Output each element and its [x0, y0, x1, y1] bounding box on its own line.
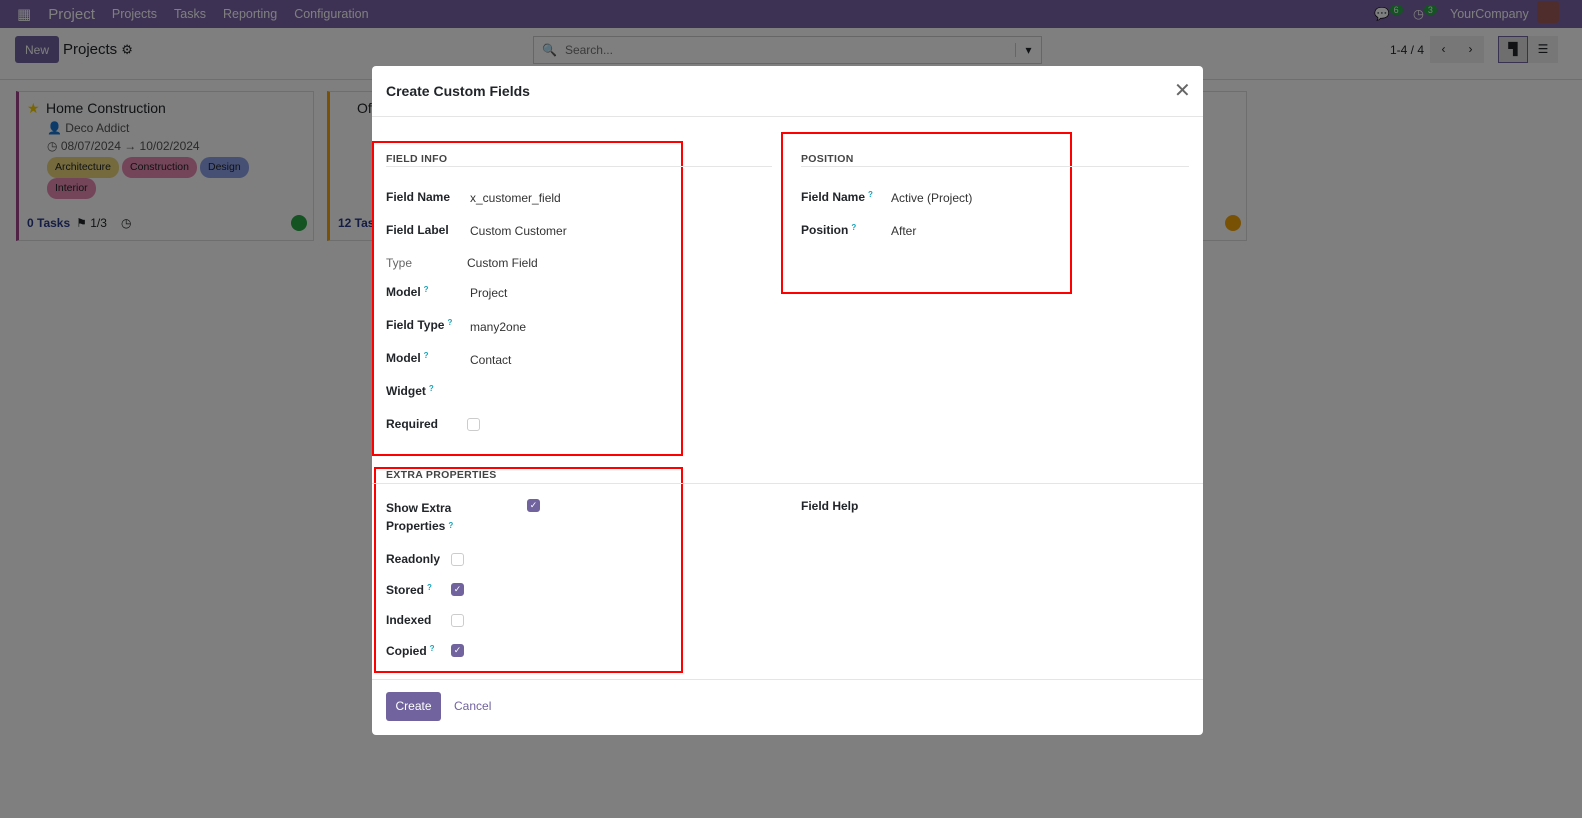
highlight-box [372, 141, 683, 456]
help-icon[interactable]: ? [427, 583, 432, 592]
position-field-name-label: Field Name? [801, 190, 873, 204]
dialog-title: Create Custom Fields [386, 83, 530, 99]
field-name-label: Field Name [386, 190, 451, 204]
help-icon[interactable]: ? [423, 285, 429, 294]
header-divider [372, 116, 1203, 117]
readonly-label: Readonly [386, 552, 441, 566]
divider [386, 166, 772, 167]
field-info-heading: FIELD INFO [386, 153, 448, 165]
divider [372, 483, 1203, 484]
highlight-box [781, 132, 1072, 294]
stored-checkbox[interactable]: ✓ [451, 583, 464, 596]
help-icon[interactable]: ? [447, 318, 453, 327]
footer-divider [372, 679, 1203, 680]
create-custom-fields-dialog: Create Custom Fields ✕ FIELD INFO Field … [372, 66, 1203, 735]
readonly-checkbox[interactable] [451, 553, 464, 566]
widget-label: Widget? [386, 384, 434, 398]
copied-label: Copied? [386, 644, 435, 658]
type-label: Type [386, 256, 413, 270]
required-label: Required [386, 417, 439, 431]
field-label-value[interactable]: Custom Customer [470, 224, 567, 238]
model-value[interactable]: Project [470, 286, 508, 300]
field-type-value[interactable]: many2one [470, 320, 527, 334]
create-button[interactable]: Create [386, 692, 441, 721]
position-field-name-value[interactable]: Active (Project) [891, 191, 973, 205]
help-icon[interactable]: ? [851, 223, 857, 232]
indexed-label: Indexed [386, 613, 432, 627]
required-checkbox[interactable] [467, 418, 480, 431]
show-extra-label: Show Extra Properties? [386, 501, 454, 533]
position-heading: POSITION [801, 153, 854, 165]
indexed-checkbox[interactable] [451, 614, 464, 627]
close-icon[interactable]: ✕ [1174, 80, 1191, 102]
field-label-label: Field Label [386, 223, 449, 237]
field-help-label: Field Help [801, 499, 859, 513]
relation-model-label: Model? [386, 351, 429, 365]
highlight-box [374, 467, 683, 673]
copied-checkbox[interactable]: ✓ [451, 644, 464, 657]
field-type-label: Field Type? [386, 318, 453, 332]
relation-model-value[interactable]: Contact [470, 353, 512, 367]
field-name-value[interactable]: x_customer_field [470, 191, 561, 205]
stored-label: Stored? [386, 583, 432, 597]
type-value: Custom Field [467, 256, 538, 270]
help-icon[interactable]: ? [428, 384, 434, 393]
cancel-button[interactable]: Cancel [454, 699, 492, 713]
help-icon[interactable]: ? [429, 644, 435, 653]
show-extra-checkbox[interactable]: ✓ [527, 499, 540, 512]
divider [801, 166, 1189, 167]
help-icon[interactable]: ? [448, 521, 454, 530]
extra-properties-heading: EXTRA PROPERTIES [386, 469, 497, 481]
position-value[interactable]: After [891, 224, 917, 238]
help-icon[interactable]: ? [868, 190, 873, 199]
position-label: Position? [801, 223, 857, 237]
model-label: Model? [386, 285, 429, 299]
help-icon[interactable]: ? [423, 351, 429, 360]
